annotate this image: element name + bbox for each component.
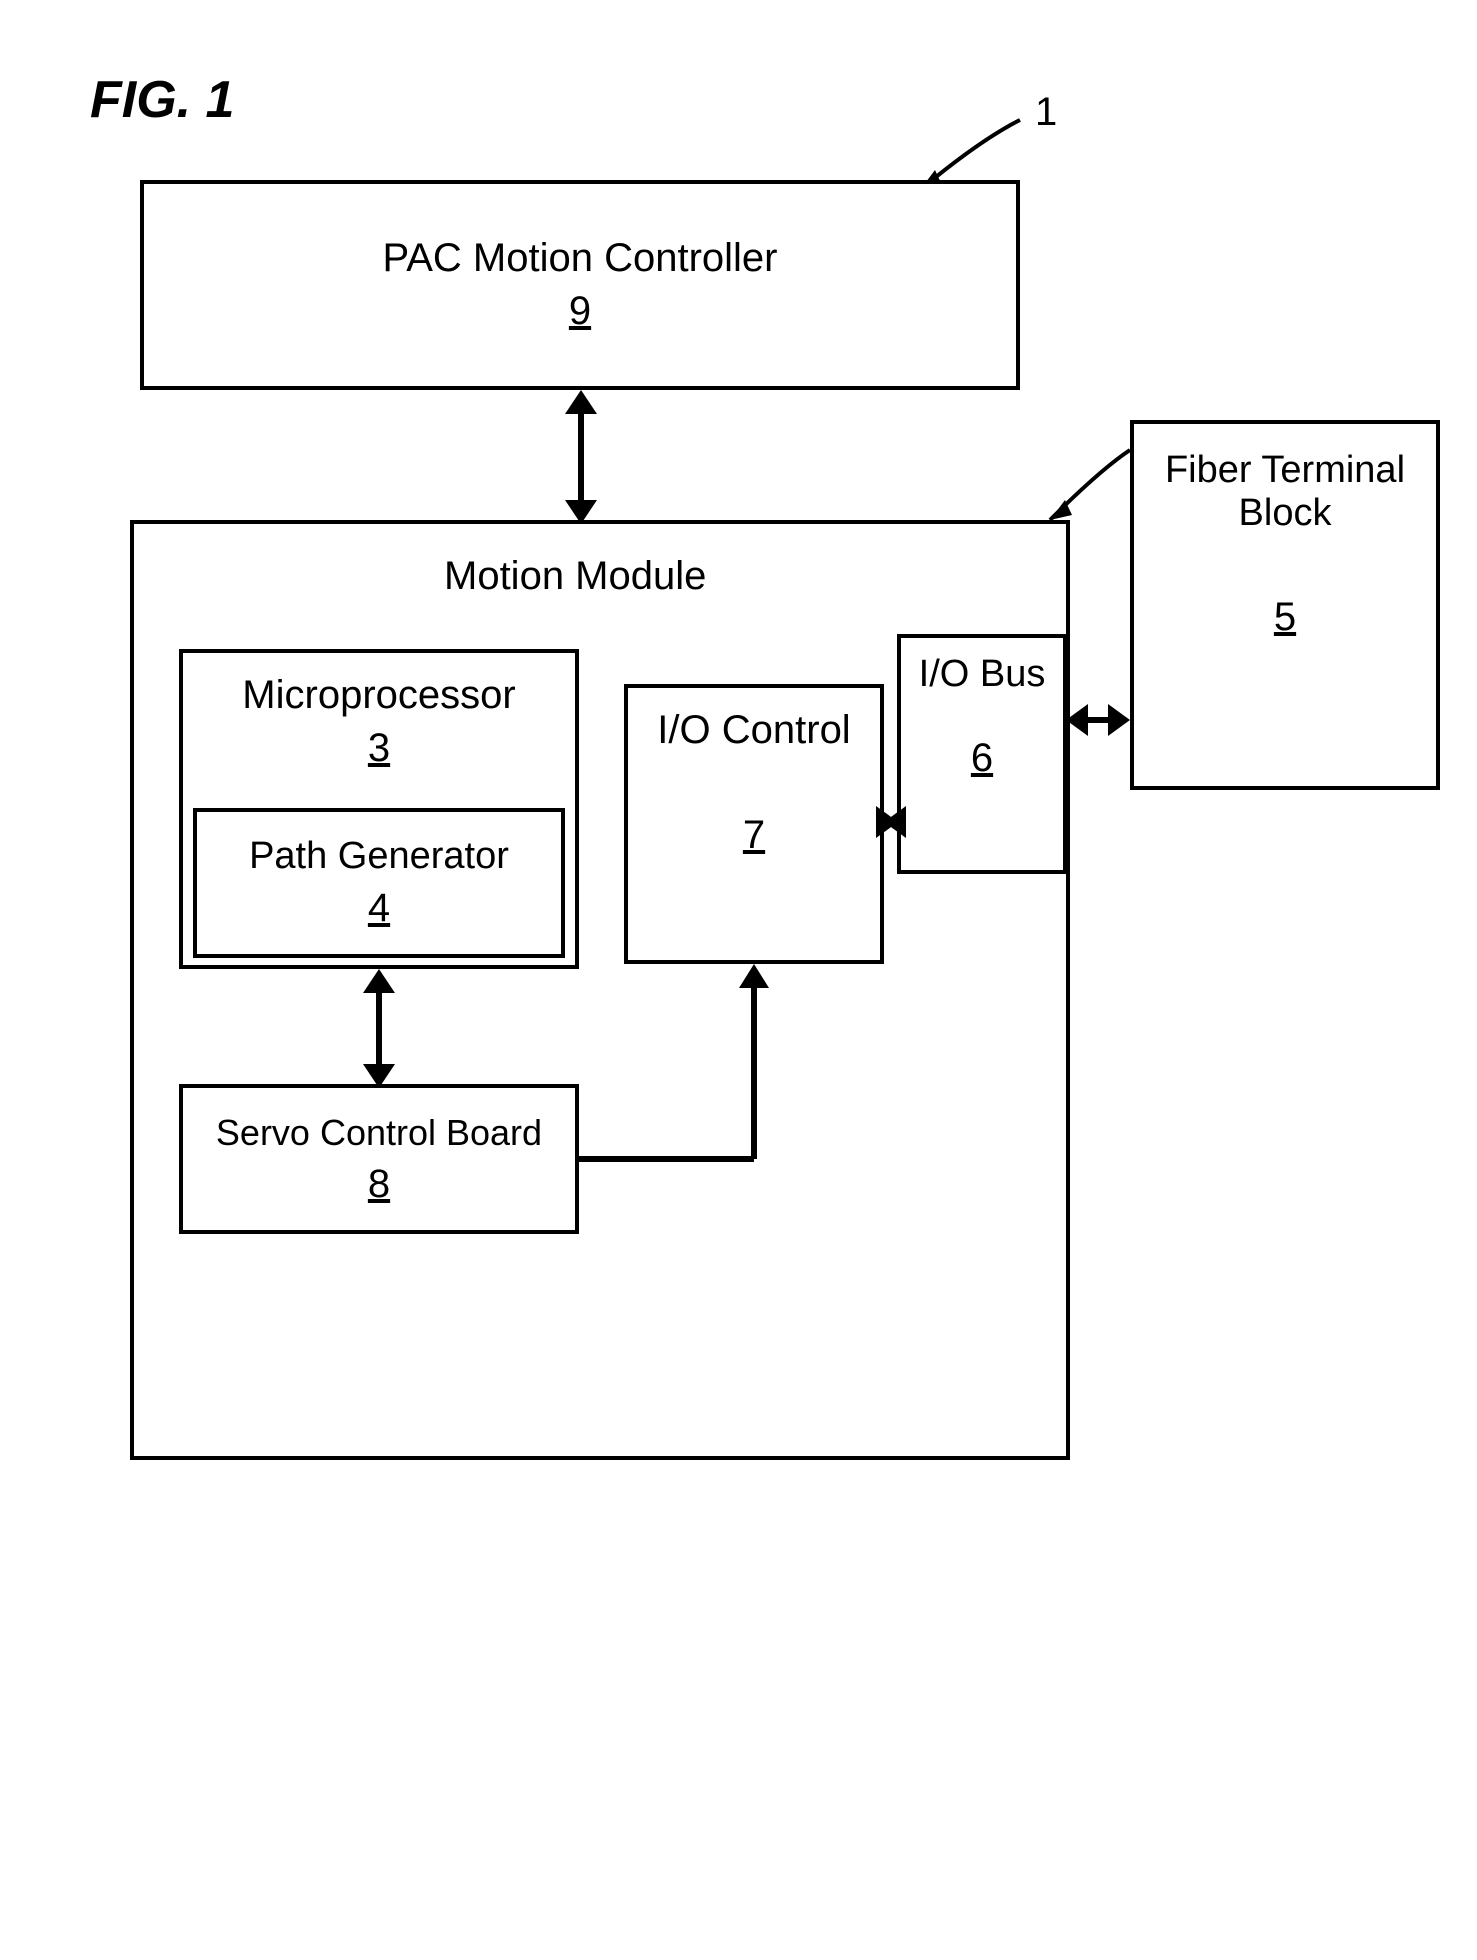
microprocessor-ref: 3: [368, 726, 390, 771]
fiber-label-line2: Block: [1239, 492, 1332, 535]
motion-module-title: Motion Module: [444, 554, 706, 599]
motion-module-block: Motion Module Microprocessor 3 Path Gene…: [130, 520, 1070, 1460]
servo-label: Servo Control Board: [216, 1112, 542, 1154]
pac-ref: 9: [569, 289, 591, 334]
io-control-ref: 7: [743, 813, 765, 858]
microprocessor-block: Microprocessor 3 Path Generator 4: [179, 649, 579, 969]
arrow-servo-iocontrol: [579, 964, 799, 1184]
path-generator-label: Path Generator: [249, 835, 509, 878]
pac-motion-controller-block: PAC Motion Controller 9: [140, 180, 1020, 390]
path-generator-ref: 4: [368, 886, 390, 931]
figure-label: FIG. 1: [90, 70, 234, 130]
microprocessor-label: Microprocessor: [242, 673, 515, 718]
io-bus-block: I/O Bus 6: [897, 634, 1067, 874]
servo-control-board-block: Servo Control Board 8: [179, 1084, 579, 1234]
path-generator-block: Path Generator 4: [193, 808, 565, 958]
io-bus-label: I/O Bus: [919, 653, 1046, 696]
fiber-label-line1: Fiber Terminal: [1165, 449, 1405, 492]
io-bus-ref: 6: [971, 736, 993, 781]
io-control-block: I/O Control 7: [624, 684, 884, 964]
fiber-terminal-block: Fiber Terminal Block 5: [1130, 420, 1440, 790]
leader-system-ref: 1: [1035, 90, 1057, 135]
fiber-ref: 5: [1274, 595, 1296, 640]
pac-label: PAC Motion Controller: [383, 236, 778, 281]
io-control-label: I/O Control: [657, 708, 850, 753]
servo-ref: 8: [368, 1162, 390, 1207]
